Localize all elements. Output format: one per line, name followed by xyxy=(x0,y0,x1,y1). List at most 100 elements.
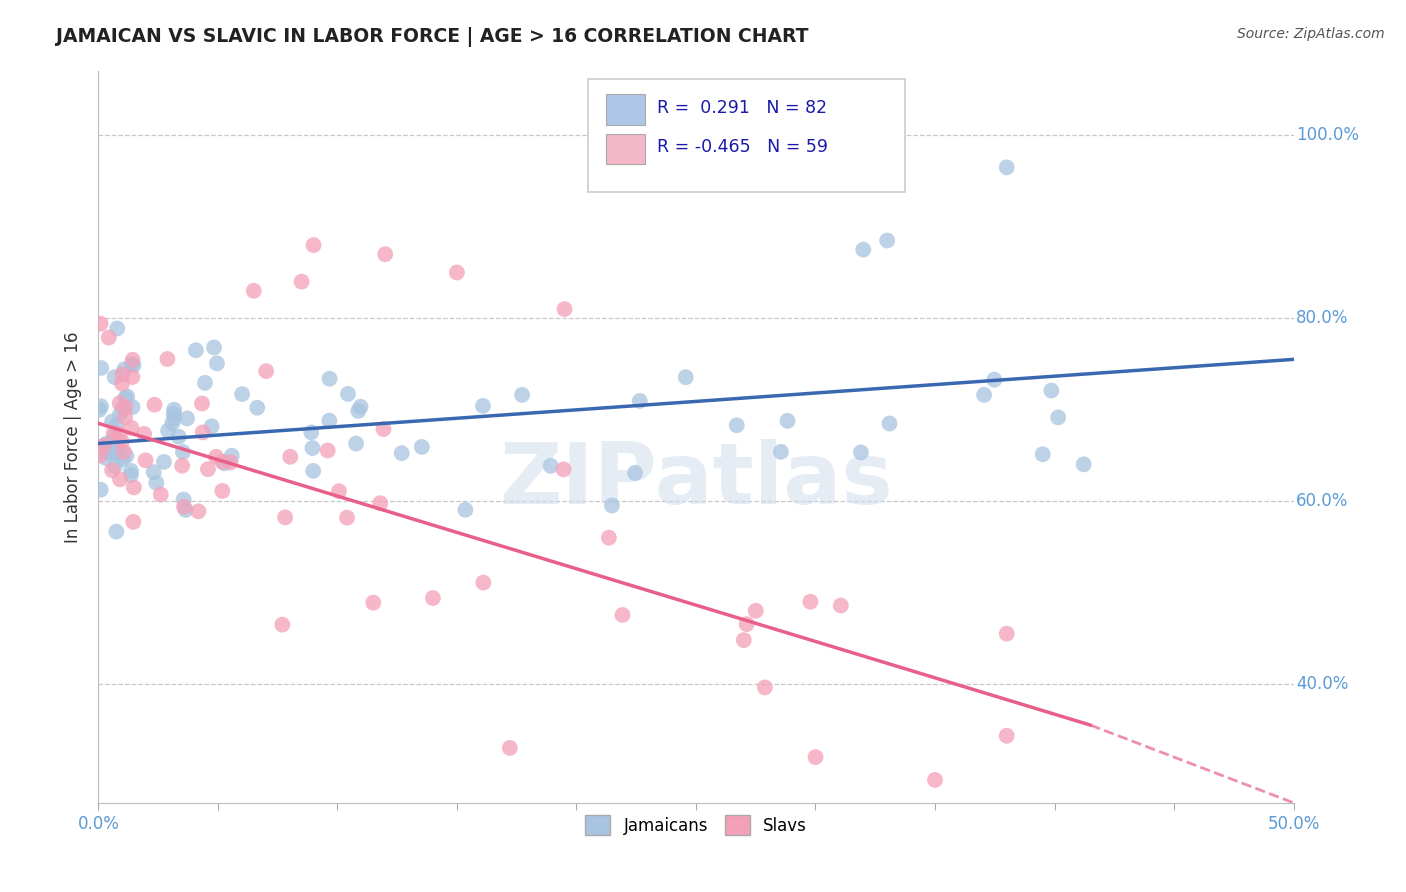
Point xyxy=(374,247,396,261)
Point xyxy=(600,499,623,513)
Point xyxy=(122,480,145,494)
Point xyxy=(103,426,125,441)
Point xyxy=(328,484,350,499)
Point xyxy=(101,463,124,477)
Point xyxy=(924,772,946,787)
Point xyxy=(149,487,172,501)
FancyBboxPatch shape xyxy=(589,78,905,192)
Point xyxy=(94,450,117,465)
Point xyxy=(176,411,198,425)
Point xyxy=(97,330,120,344)
Point xyxy=(628,393,651,408)
Point xyxy=(454,503,477,517)
Point xyxy=(973,388,995,402)
Point xyxy=(184,343,207,358)
Point xyxy=(157,424,180,438)
Point xyxy=(122,515,145,529)
Point xyxy=(108,408,131,422)
Point xyxy=(411,440,433,454)
Text: 60.0%: 60.0% xyxy=(1296,492,1348,510)
Point xyxy=(214,456,236,470)
Point xyxy=(121,421,143,435)
Point xyxy=(540,458,562,473)
Point xyxy=(472,575,495,590)
Point xyxy=(162,416,184,430)
Point xyxy=(172,445,194,459)
Point xyxy=(107,446,129,460)
Point xyxy=(143,398,166,412)
Point xyxy=(754,681,776,695)
Point xyxy=(191,425,214,440)
Point xyxy=(108,472,131,486)
Point xyxy=(202,341,225,355)
Point xyxy=(830,599,852,613)
Point xyxy=(675,370,697,384)
Point xyxy=(211,455,233,469)
Point xyxy=(361,596,384,610)
Point xyxy=(112,362,135,376)
Point xyxy=(114,391,136,405)
Point xyxy=(391,446,413,460)
Point xyxy=(91,439,114,453)
Point xyxy=(114,400,136,414)
Point xyxy=(852,243,875,257)
Point xyxy=(90,483,112,497)
Point xyxy=(115,449,138,463)
Point xyxy=(301,441,323,455)
Point xyxy=(107,439,129,453)
Point xyxy=(231,387,253,401)
Point xyxy=(145,475,167,490)
Text: Source: ZipAtlas.com: Source: ZipAtlas.com xyxy=(1237,27,1385,41)
Point xyxy=(769,445,792,459)
Point xyxy=(302,238,325,252)
Point xyxy=(114,410,136,425)
Point xyxy=(111,434,134,449)
Point xyxy=(173,500,195,514)
Point xyxy=(89,402,111,417)
Point xyxy=(995,626,1018,640)
Point xyxy=(97,445,120,459)
Point xyxy=(876,234,898,248)
Point xyxy=(121,357,143,371)
Point xyxy=(105,418,128,433)
Point xyxy=(745,604,768,618)
Point xyxy=(121,400,143,414)
Point xyxy=(776,414,799,428)
Point xyxy=(553,462,575,476)
Point xyxy=(162,407,184,421)
Point xyxy=(89,449,111,463)
Point xyxy=(105,524,128,539)
Point xyxy=(142,465,165,479)
Point xyxy=(97,445,120,459)
Point xyxy=(318,414,340,428)
Point xyxy=(499,740,522,755)
Point xyxy=(115,389,138,403)
Point xyxy=(793,165,815,179)
Point xyxy=(105,321,128,335)
Point xyxy=(799,595,821,609)
Text: 40.0%: 40.0% xyxy=(1296,675,1348,693)
Point xyxy=(510,388,533,402)
Legend: Jamaicans, Slavs: Jamaicans, Slavs xyxy=(578,808,814,842)
Point xyxy=(120,464,142,478)
Text: R = -0.465   N = 59: R = -0.465 N = 59 xyxy=(657,138,828,156)
Point xyxy=(134,426,156,441)
Point xyxy=(278,450,301,464)
Point xyxy=(108,396,131,410)
Point xyxy=(104,458,127,473)
Point xyxy=(93,439,115,453)
Point xyxy=(211,483,233,498)
Point xyxy=(995,161,1018,175)
Point xyxy=(612,607,634,622)
Point xyxy=(735,617,758,632)
Point xyxy=(995,729,1018,743)
Point xyxy=(167,430,190,444)
Point xyxy=(201,419,224,434)
Point xyxy=(173,492,195,507)
Point xyxy=(205,450,228,464)
Point xyxy=(121,352,143,367)
Point xyxy=(103,430,125,444)
Point xyxy=(271,617,294,632)
Point xyxy=(197,462,219,476)
Point xyxy=(1040,384,1063,398)
